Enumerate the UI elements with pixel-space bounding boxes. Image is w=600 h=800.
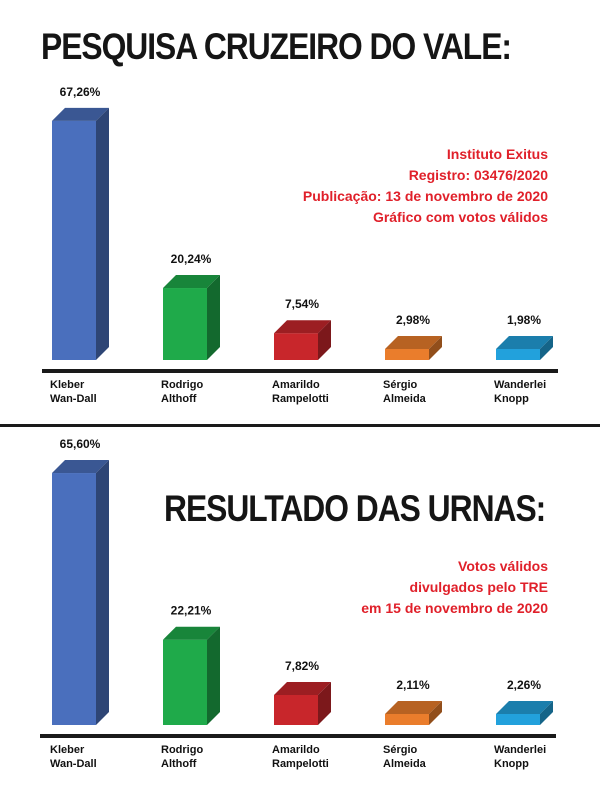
bar-front: [163, 288, 207, 360]
bar-value-label: 7,54%: [285, 297, 319, 311]
x-axis-line: [40, 734, 556, 738]
bar: [496, 336, 553, 360]
bar: [52, 460, 109, 725]
category-label: Sérgio Almeida: [383, 744, 427, 770]
bar-side: [96, 460, 109, 725]
category-label: Wanderlei Knopp: [494, 744, 546, 770]
bar: [385, 336, 442, 360]
bar-front: [496, 714, 540, 725]
bar-value-label: 2,26%: [507, 678, 541, 692]
bar-front: [496, 349, 540, 360]
bar-side: [96, 108, 109, 360]
bar-front: [52, 121, 96, 360]
bar: [52, 108, 109, 360]
bar-side: [207, 627, 220, 725]
category-label: Kleber Wan-Dall: [50, 744, 97, 770]
bar-value-label: 65,60%: [60, 437, 101, 451]
bar: [163, 627, 220, 725]
chart-panel-result: RESULTADO DAS URNAS: Votos válidos divul…: [0, 426, 600, 800]
bar-side: [207, 275, 220, 360]
bar: [496, 701, 553, 725]
category-label: Wanderlei Knopp: [494, 379, 546, 405]
x-axis-line: [42, 369, 558, 373]
bar-value-label: 22,21%: [171, 604, 212, 618]
bar: [274, 320, 331, 360]
bar-value-label: 67,26%: [60, 85, 101, 99]
bar-front: [274, 695, 318, 725]
bar-value-label: 2,11%: [396, 678, 430, 692]
bar-front: [163, 640, 207, 725]
bar-front: [274, 333, 318, 360]
category-label: Sérgio Almeida: [383, 379, 427, 405]
chart-panel-poll: PESQUISA CRUZEIRO DO VALE: Instituto Exi…: [0, 0, 600, 426]
category-label: Amarildo Rampelotti: [272, 744, 329, 770]
category-label: Kleber Wan-Dall: [50, 379, 97, 405]
category-label: Amarildo Rampelotti: [272, 379, 329, 405]
bar: [385, 701, 442, 725]
bar: [163, 275, 220, 360]
bar: [274, 682, 331, 725]
bar-front: [385, 714, 429, 725]
bar-front: [52, 473, 96, 725]
bar-value-label: 1,98%: [507, 313, 541, 327]
category-label: Rodrigo Althoff: [161, 744, 203, 770]
category-label: Rodrigo Althoff: [161, 379, 203, 405]
bar-value-label: 7,82%: [285, 659, 319, 673]
bar-value-label: 20,24%: [171, 252, 212, 266]
bar-chart: 67,26% Kleber Wan-Dall 20,24% Rodrigo Althoff…: [0, 0, 600, 426]
bar-value-label: 2,98%: [396, 313, 430, 327]
bar-front: [385, 349, 429, 360]
bar-chart: 65,60% Kleber Wan-Dall 22,21% Rodrigo Althoff…: [0, 426, 600, 800]
